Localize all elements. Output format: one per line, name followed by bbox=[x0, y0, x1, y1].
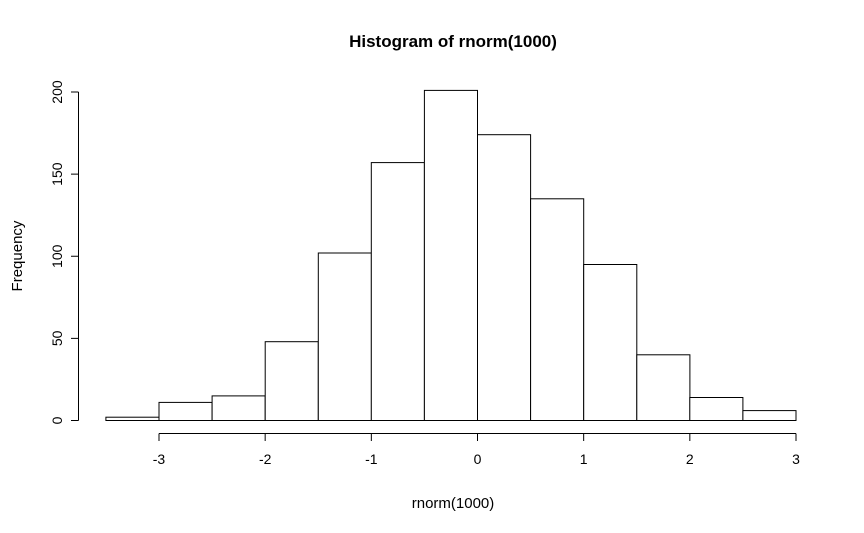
histogram-bar bbox=[158, 401, 213, 421]
histogram-bar bbox=[742, 410, 797, 422]
histogram-bar bbox=[477, 134, 532, 421]
x-axis-label: rnorm(1000) bbox=[412, 495, 495, 512]
chart-title: Histogram of rnorm(1000) bbox=[349, 32, 557, 51]
histogram-bar bbox=[530, 198, 585, 421]
x-tick-label: -1 bbox=[365, 451, 378, 467]
histogram-bar bbox=[689, 397, 744, 421]
y-axis: 0 50 100 150 200 bbox=[49, 80, 79, 424]
y-axis-label: Frequency bbox=[9, 220, 26, 291]
x-axis: -3 -2 -1 0 1 2 3 bbox=[153, 433, 800, 467]
histogram-bar bbox=[105, 416, 160, 422]
histogram-bar bbox=[264, 341, 319, 422]
x-tick-label: -2 bbox=[259, 451, 272, 467]
x-tick-label: 1 bbox=[580, 451, 588, 467]
histogram-bar bbox=[583, 264, 638, 421]
x-tick-label: -3 bbox=[153, 451, 166, 467]
x-tick-label: 2 bbox=[686, 451, 694, 467]
histogram-bar bbox=[211, 395, 266, 421]
y-tick-label: 50 bbox=[49, 330, 65, 346]
histogram-bar bbox=[317, 252, 372, 421]
histogram-bars bbox=[105, 89, 797, 422]
y-tick-label: 150 bbox=[49, 162, 65, 186]
x-tick-label: 3 bbox=[792, 451, 800, 467]
y-tick-label: 200 bbox=[49, 80, 65, 104]
histogram-bar bbox=[423, 89, 478, 422]
y-tick-label: 100 bbox=[49, 244, 65, 268]
y-tick-label: 0 bbox=[49, 416, 65, 424]
histogram-bar bbox=[636, 354, 691, 421]
x-tick-label: 0 bbox=[474, 451, 482, 467]
histogram-bar bbox=[370, 162, 425, 421]
